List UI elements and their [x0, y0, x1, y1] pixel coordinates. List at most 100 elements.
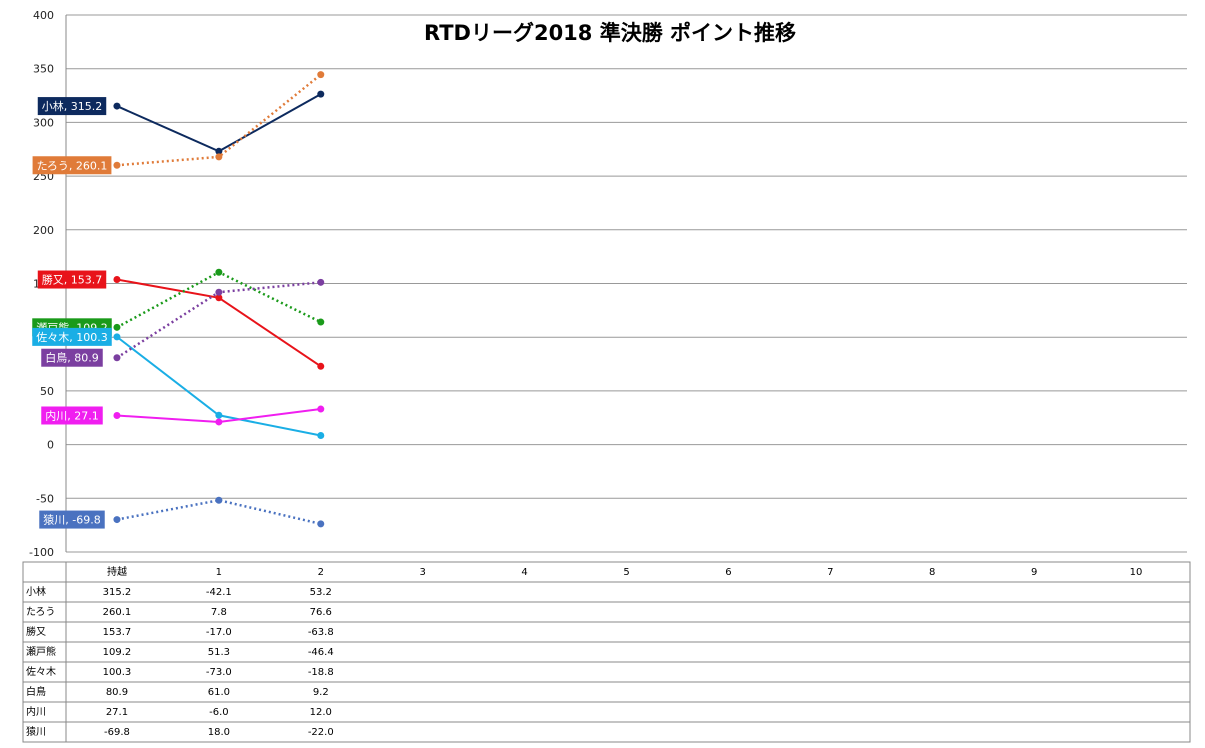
data-point	[113, 411, 121, 419]
data-point	[215, 411, 223, 419]
table-cell: 9.2	[313, 687, 329, 698]
data-point	[215, 294, 223, 302]
x-tick-label: 7	[827, 567, 833, 578]
table-cell: 76.6	[310, 607, 332, 618]
table-cell: -18.8	[308, 667, 334, 678]
table-cell: 7.8	[211, 607, 227, 618]
legend-entry: 勝又	[26, 625, 46, 638]
plot-area	[113, 71, 325, 528]
data-point	[113, 516, 121, 524]
x-tick-label: 6	[725, 567, 731, 578]
y-tick-label: 0	[47, 439, 54, 452]
table-cell: 260.1	[103, 607, 132, 618]
data-point	[317, 405, 325, 413]
data-label: 勝又, 153.7	[37, 270, 107, 289]
table-cell: 18.0	[208, 727, 230, 738]
table-cell: 53.2	[310, 587, 332, 598]
data-point	[317, 71, 325, 79]
data-point	[215, 418, 223, 426]
x-tick-label: 3	[419, 567, 425, 578]
data-point	[113, 323, 121, 331]
data-point	[113, 161, 121, 169]
x-tick-label: 持越	[107, 565, 127, 578]
chart-title: RTDリーグ2018 準決勝 ポイント推移	[424, 21, 796, 45]
data-label: 白鳥, 80.9	[41, 348, 103, 367]
x-tick-label: 1	[216, 567, 222, 578]
table-cell: -63.8	[308, 627, 334, 638]
table-cell: 109.2	[103, 647, 132, 658]
data-point	[215, 147, 223, 155]
data-label-box	[41, 348, 103, 367]
data-point	[317, 90, 325, 98]
y-tick-label: 200	[33, 224, 54, 237]
data-label: 佐々木, 100.3	[32, 327, 112, 346]
x-tick-label: 10	[1130, 567, 1143, 578]
table-cell: -73.0	[206, 667, 232, 678]
data-label-box	[39, 510, 105, 529]
table-cell: 27.1	[106, 707, 128, 718]
data-point	[113, 102, 121, 110]
y-tick-label: -50	[36, 492, 54, 505]
data-point	[215, 288, 223, 296]
data-label-box	[37, 97, 107, 116]
table-cell: 12.0	[310, 707, 332, 718]
data-table: 持越 1 2 3 4 5 6 7 8 9 10 小林 315.2 -42.1 53.2 たろう 260.1 7.8…	[22, 561, 1191, 743]
data-label-box	[41, 406, 103, 425]
data-label-text: たろう, 260.1	[37, 159, 108, 172]
data-point	[317, 431, 325, 439]
y-tick-label: 50	[40, 385, 54, 398]
table-cell: 315.2	[103, 587, 132, 598]
data-point	[113, 354, 121, 362]
data-point	[215, 268, 223, 276]
data-label: 小林, 315.2	[37, 97, 107, 116]
y-tick-label: 350	[33, 63, 54, 76]
table-cell: -6.0	[209, 707, 229, 718]
x-tick-label: 5	[623, 567, 629, 578]
data-label-box	[32, 327, 112, 346]
data-label: 猿川, -69.8	[39, 510, 105, 529]
data-label-text: 猿川, -69.8	[43, 513, 100, 527]
y-tick-label: 300	[33, 116, 54, 129]
data-point	[317, 520, 325, 528]
y-tick-label: -100	[29, 546, 54, 559]
data-label-text: 小林, 315.2	[42, 99, 102, 113]
data-label-box	[37, 270, 107, 289]
table-cell: 61.0	[208, 687, 230, 698]
table-border	[22, 561, 1191, 743]
series-line	[116, 498, 322, 526]
y-tick-label: 400	[33, 9, 54, 22]
table-cell: 100.3	[103, 667, 132, 678]
data-label-text: 内川, 27.1	[45, 408, 99, 422]
data-point	[215, 496, 223, 504]
legend-entry: 瀬戸熊	[26, 645, 56, 658]
data-point	[317, 278, 325, 286]
data-point	[113, 333, 121, 341]
table-cell: 80.9	[106, 687, 128, 698]
x-tick-label: 8	[929, 567, 935, 578]
gridlines	[66, 14, 1187, 553]
legend-entry: 小林	[26, 585, 46, 598]
data-label: たろう, 260.1	[32, 156, 112, 175]
table-cell: -22.0	[308, 727, 334, 738]
x-tick-label: 2	[318, 567, 324, 578]
table-cell: -17.0	[206, 627, 232, 638]
table-cell: -46.4	[308, 647, 334, 658]
legend-entry: たろう	[26, 606, 55, 618]
table-cell: 51.3	[208, 647, 230, 658]
table-cell: 153.7	[103, 627, 132, 638]
data-label-box	[32, 156, 112, 175]
data-label-text: 佐々木, 100.3	[36, 330, 107, 344]
data-label: 内川, 27.1	[41, 406, 103, 425]
data-point	[215, 153, 223, 161]
legend-entry: 白鳥	[26, 685, 46, 698]
table-cell: -69.8	[104, 727, 130, 738]
data-label-text: 勝又, 153.7	[42, 273, 102, 287]
legend-entry: 佐々木	[26, 666, 56, 678]
data-point	[317, 362, 325, 370]
table-cell: -42.1	[206, 587, 232, 598]
x-tick-label: 4	[521, 567, 527, 578]
x-tick-label: 9	[1031, 567, 1037, 578]
legend-entry: 内川	[26, 705, 46, 718]
